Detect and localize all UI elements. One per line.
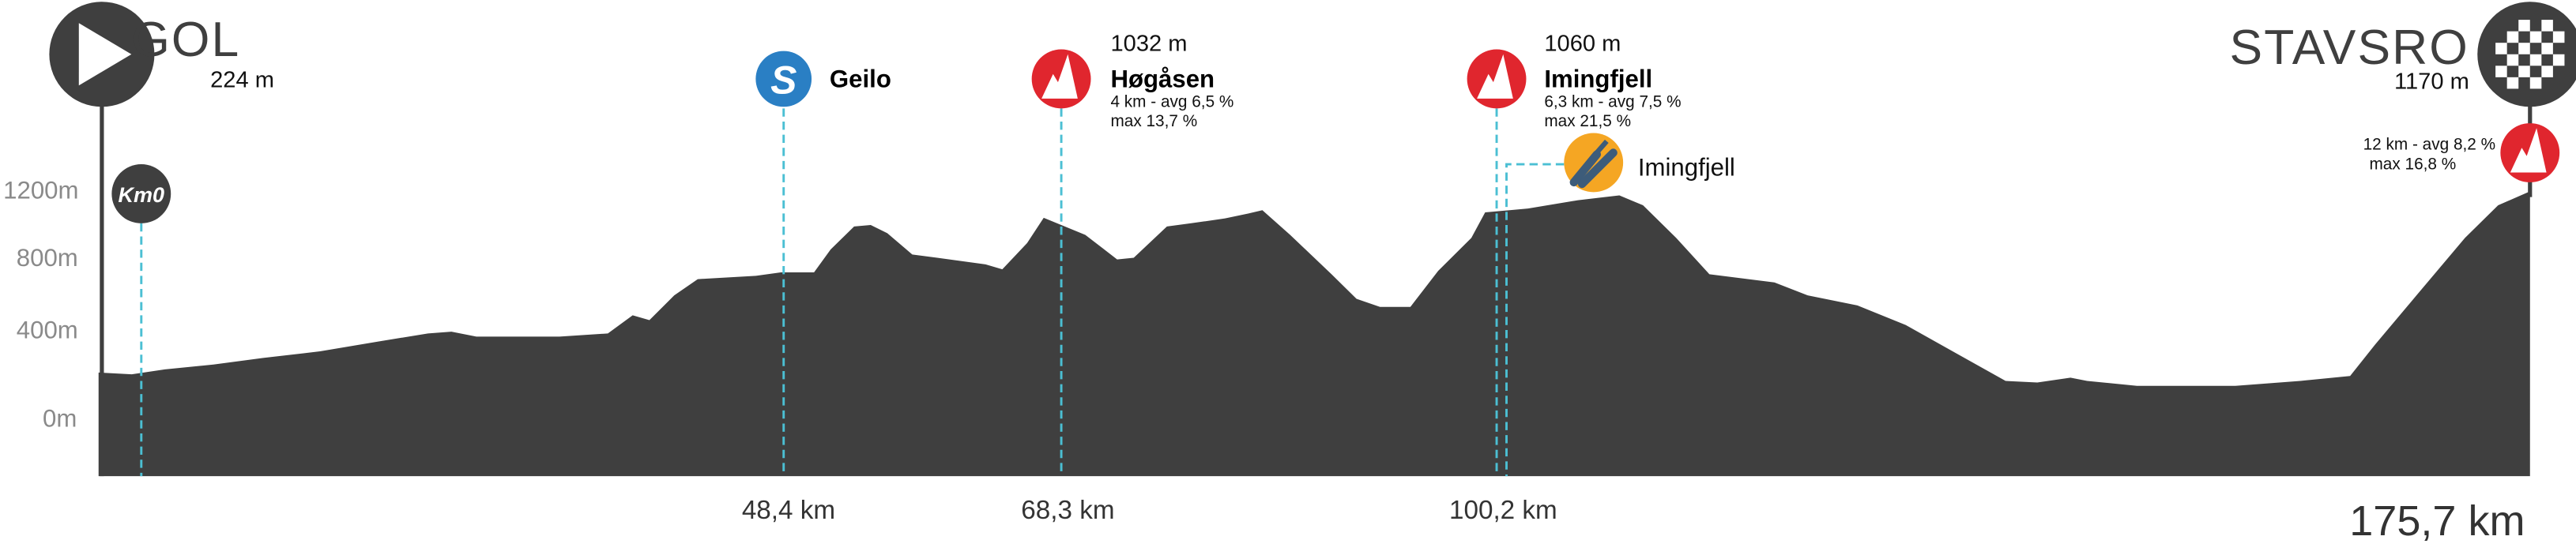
checker-square xyxy=(2541,66,2553,77)
checker-square xyxy=(2518,20,2530,32)
climb-2-name: Imingfjell xyxy=(1544,65,1652,92)
checker-square xyxy=(2552,31,2565,43)
finish-altitude: 1170 m xyxy=(2394,69,2469,94)
checker-square xyxy=(2518,66,2530,77)
climb-2-km-label: 100,2 km xyxy=(1449,496,1557,525)
climb-2-max: max 21,5 % xyxy=(1544,112,1631,130)
finish-town-name: STAVSRO xyxy=(2230,21,2469,75)
feed-zone-line xyxy=(1505,163,1565,477)
sprint-name: Geilo xyxy=(830,65,891,92)
climb-2-altitude: 1060 m xyxy=(1544,32,1621,57)
checker-square xyxy=(2529,31,2542,43)
checker-square xyxy=(2495,43,2507,54)
elevation-profile-area xyxy=(98,191,2530,477)
feed-zone-name: Imingfjell xyxy=(1638,154,1735,182)
fork-knife-icon xyxy=(1564,133,1624,193)
start-town-name: GOL xyxy=(131,13,240,67)
start-marker xyxy=(49,2,155,107)
y-tick-800: 800m xyxy=(17,244,78,272)
mountain-icon xyxy=(1031,49,1091,109)
climb-1-altitude: 1032 m xyxy=(1110,32,1187,57)
y-tick-1200: 1200m xyxy=(3,177,78,204)
checker-square xyxy=(2518,43,2530,54)
climb-2-detail: 6,3 km - avg 7,5 % xyxy=(1544,92,1681,111)
km0-marker xyxy=(111,164,171,223)
finish-climb-detail: 12 km - avg 8,2 % xyxy=(2363,135,2495,153)
total-distance: 175,7 km xyxy=(2349,497,2525,545)
climb-1-max: max 13,7 % xyxy=(1110,112,1197,130)
km0-label: Km0 xyxy=(119,183,165,207)
checker-square xyxy=(2541,20,2553,32)
y-tick-0: 0m xyxy=(43,405,77,433)
sprint-km-label: 48,4 km xyxy=(742,496,835,525)
checker-square xyxy=(2506,54,2519,66)
mountain-icon xyxy=(2500,123,2560,182)
checker-square xyxy=(2541,43,2553,54)
climb-1-name: Høgåsen xyxy=(1110,65,1215,92)
checker-square xyxy=(2506,31,2519,43)
y-tick-400: 400m xyxy=(17,316,78,343)
climb-1-detail: 4 km - avg 6,5 % xyxy=(1110,92,1233,111)
finish-climb-max: max 16,8 % xyxy=(2369,155,2456,173)
checker-square xyxy=(2552,54,2565,66)
checker-square xyxy=(2529,54,2542,66)
sprint-letter: S xyxy=(770,58,797,103)
mountain-icon xyxy=(1467,49,1527,109)
checker-square xyxy=(2529,77,2542,89)
checker-square xyxy=(2506,77,2519,89)
checker-square xyxy=(2495,66,2507,77)
play-triangle-icon xyxy=(78,23,132,86)
climb-1-km-label: 68,3 km xyxy=(1021,496,1114,525)
sprint-icon xyxy=(755,51,812,107)
start-altitude: 224 m xyxy=(210,67,274,92)
checkered-flag-icon xyxy=(2477,2,2576,107)
